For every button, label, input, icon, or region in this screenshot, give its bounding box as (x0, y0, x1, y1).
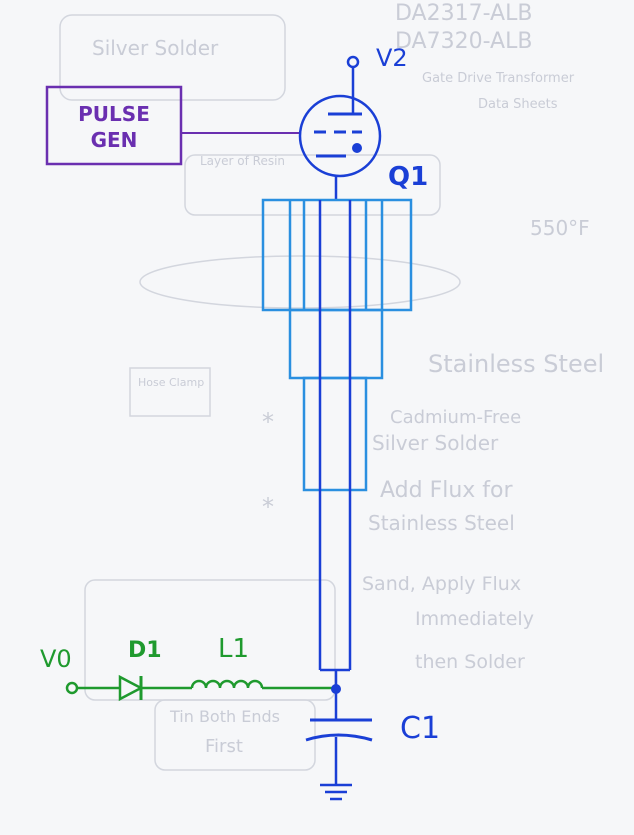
pulse-gen-label: PULSE (78, 102, 150, 126)
tube-envelope (298, 94, 382, 178)
background-sketch-box (59, 14, 286, 101)
background-sketch-box (184, 154, 441, 216)
background-asterisk: * (262, 408, 274, 436)
background-note: then Solder (415, 651, 525, 673)
v2-terminal (346, 55, 360, 69)
background-note: Silver Solder (372, 431, 499, 455)
pulse-gen-label: GEN (91, 128, 138, 152)
l1-label: L1 (218, 634, 249, 664)
background-note: 550°F (530, 216, 590, 240)
coaxial-stack (261, 198, 413, 492)
pulse-generator: PULSE GEN (45, 85, 300, 166)
v0-label: V0 (40, 645, 72, 673)
background-note: Cadmium-Free (390, 407, 521, 428)
q1-tube: V2 Q1 (298, 44, 428, 200)
background-asterisk: * (262, 493, 274, 521)
capacitor-c1-plate (305, 733, 373, 742)
pulse-gen-box (45, 85, 183, 166)
v2-label: V2 (376, 44, 408, 72)
background-sketch-ellipse (139, 255, 461, 309)
background-note: Stainless Steel (368, 511, 515, 535)
c1-label: C1 (400, 711, 440, 746)
background-sketch-box (154, 699, 316, 771)
gas-fill-dot (352, 143, 362, 153)
background-note: DA2317-ALB (395, 1, 532, 26)
q1-label: Q1 (388, 162, 428, 192)
background-note: Immediately (415, 608, 534, 630)
background-note: DA7320-ALB (395, 29, 532, 54)
inductor-l1 (190, 679, 264, 689)
charging-path: V0 D1 L1 (40, 634, 336, 702)
background-note: Stainless Steel (428, 350, 604, 378)
background-note: Hose Clamp (138, 376, 204, 389)
background-note: Add Flux for (380, 478, 514, 503)
d1-label: D1 (128, 638, 162, 663)
background-sketch-box (129, 367, 211, 417)
output-stage: C1 (305, 684, 440, 801)
junction-dot (331, 684, 341, 694)
background-note: Tin Both Ends (169, 707, 280, 726)
background-note: Sand, Apply Flux (362, 573, 521, 595)
background-note: Gate Drive Transformer (422, 71, 575, 86)
coax-tier-2 (288, 308, 384, 380)
background-note: Silver Solder (92, 36, 219, 60)
diode-d1 (118, 674, 144, 702)
background-notes: DA2317-ALB DA7320-ALB Gate Drive Transfo… (59, 1, 604, 771)
coax-tier-3 (302, 376, 368, 492)
coax-tier-1 (261, 198, 413, 312)
v0-terminal (65, 681, 79, 695)
background-note: Data Sheets (478, 97, 558, 112)
background-note: First (205, 736, 243, 757)
background-note: Layer of Resin (200, 154, 285, 168)
